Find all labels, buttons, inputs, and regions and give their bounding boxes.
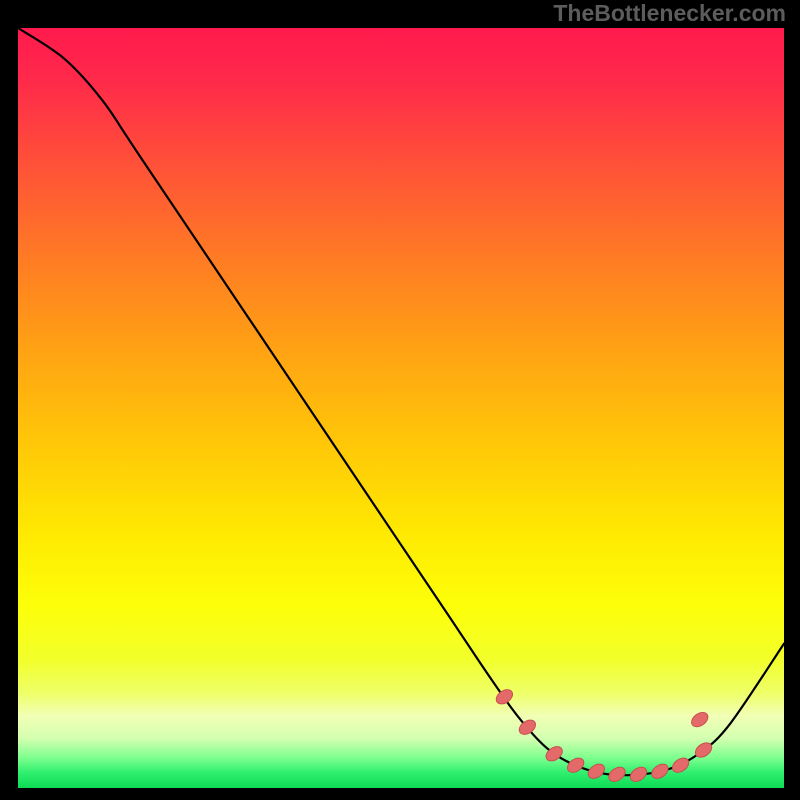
gradient-background [18, 28, 784, 788]
chart-frame: TheBottlenecker.com [0, 0, 800, 800]
watermark-label: TheBottlenecker.com [553, 0, 786, 27]
plot-area [18, 28, 784, 788]
plot-svg [18, 28, 784, 788]
